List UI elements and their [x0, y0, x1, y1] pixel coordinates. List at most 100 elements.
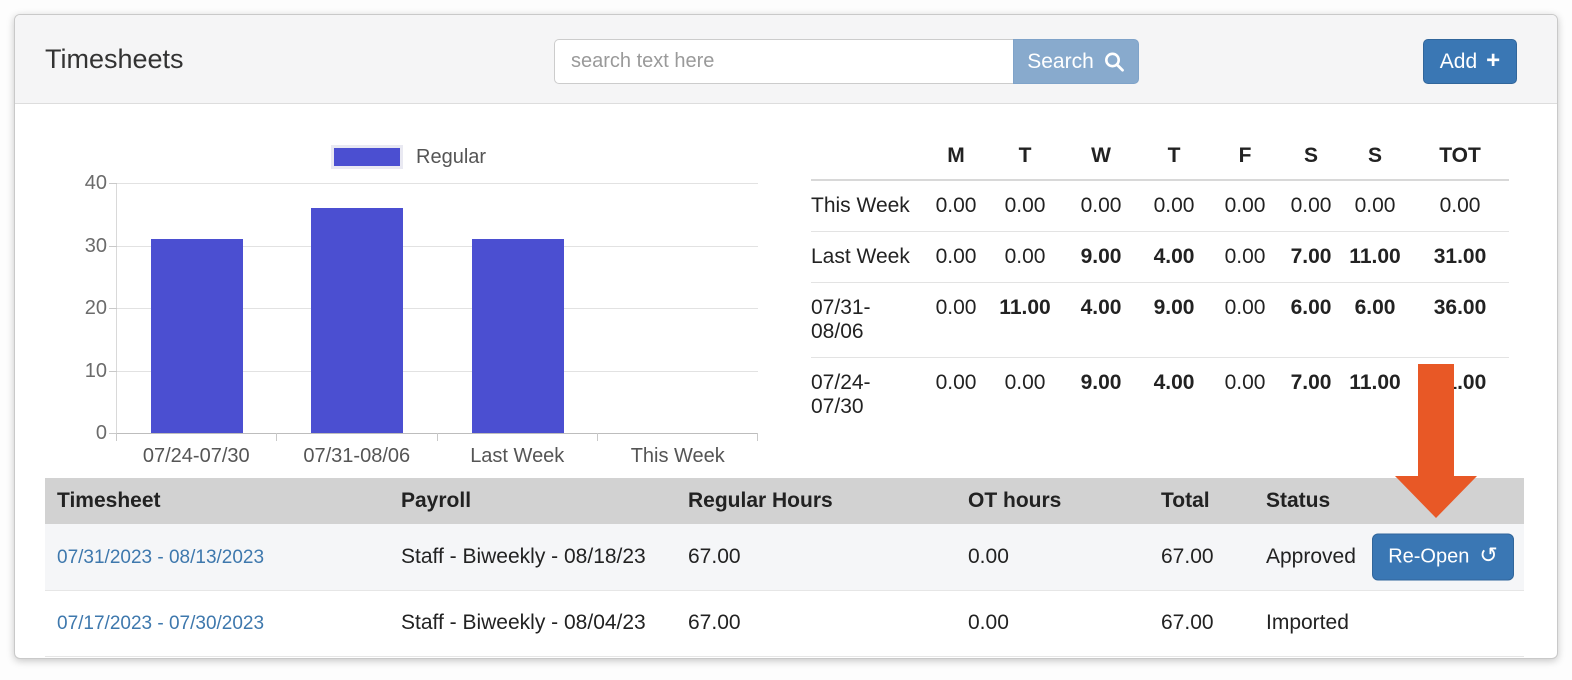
reopen-button-label: Re-Open [1388, 545, 1469, 568]
day-col-header-mon: M [923, 132, 989, 180]
week-value-cell: 0.00 [1207, 283, 1283, 358]
week-value-cell: 0.00 [989, 358, 1061, 433]
day-col-header-sun: S [1339, 132, 1411, 180]
day-col-header-wed: W [1061, 132, 1141, 180]
chart-plot-area [116, 183, 758, 433]
week-row-label: This Week [811, 180, 923, 232]
week-row-label: 07/31-08/06 [811, 283, 923, 358]
timesheet-row: 07/17/2023 - 07/30/2023 Staff - Biweekly… [45, 590, 1524, 656]
panel-header: Timesheets Search Add + [15, 15, 1557, 104]
timesheet-link[interactable]: 07/17/2023 - 07/30/2023 [57, 613, 264, 634]
day-col-header-thu: T [1141, 132, 1207, 180]
week-value-cell: 0.00 [989, 232, 1061, 283]
week-value-cell: 7.00 [1283, 358, 1339, 433]
y-tick-label: 20 [55, 296, 107, 320]
week-total-cell: 31.00 [1411, 232, 1509, 283]
x-tick [276, 433, 277, 441]
week-value-cell: 0.00 [923, 283, 989, 358]
week-row-label-header [811, 132, 923, 180]
week-value-cell: 4.00 [1061, 283, 1141, 358]
x-axis-labels: 07/24-07/30 07/31-08/06 Last Week This W… [116, 445, 758, 468]
week-value-cell: 11.00 [1339, 358, 1411, 433]
x-tick [116, 433, 117, 441]
col-header-regular-hours: Regular Hours [676, 478, 956, 524]
bar-slot [598, 183, 758, 433]
page-title: Timesheets [45, 15, 184, 104]
week-value-cell: 6.00 [1283, 283, 1339, 358]
week-summary-header-row: M T W T F S S TOT [811, 132, 1509, 180]
search-input[interactable] [554, 39, 1013, 84]
chart-legend: Regular [331, 145, 486, 169]
undo-icon: ↺ [1479, 546, 1497, 568]
x-tick [757, 433, 758, 441]
payroll-cell: Staff - Biweekly - 08/04/23 [389, 590, 676, 656]
y-tick-label: 0 [55, 421, 107, 445]
week-value-cell: 9.00 [1141, 283, 1207, 358]
bar-slot [117, 183, 277, 433]
plus-icon: + [1486, 49, 1500, 73]
week-value-cell: 0.00 [1207, 358, 1283, 433]
timesheet-cell: 07/31/2023 - 08/13/2023 [45, 524, 389, 590]
week-value-cell: 0.00 [1207, 180, 1283, 232]
week-summary-table: M T W T F S S TOT This Week 0.00 0.00 0.… [811, 132, 1509, 432]
y-tick-label: 40 [55, 171, 107, 195]
week-summary-row-this-week: This Week 0.00 0.00 0.00 0.00 0.00 0.00 … [811, 180, 1509, 232]
status-cell: Imported [1254, 590, 1361, 656]
week-value-cell: 9.00 [1061, 232, 1141, 283]
bar-07-31 [311, 208, 403, 433]
col-header-timesheet: Timesheet [45, 478, 389, 524]
bar-slot [277, 183, 437, 433]
col-header-ot-hours: OT hours [956, 478, 1149, 524]
week-summary-row-0731-0806: 07/31-08/06 0.00 11.00 4.00 9.00 0.00 6.… [811, 283, 1509, 358]
week-summary-row-0724-0730: 07/24-07/30 0.00 0.00 9.00 4.00 0.00 7.0… [811, 358, 1509, 433]
ot-hours-cell: 0.00 [956, 524, 1149, 590]
day-col-header-fri: F [1207, 132, 1283, 180]
week-value-cell: 0.00 [1339, 180, 1411, 232]
week-value-cell: 9.00 [1061, 358, 1141, 433]
week-value-cell: 0.00 [989, 180, 1061, 232]
add-button[interactable]: Add + [1423, 39, 1517, 84]
actions-cell: Re-Open ↺ [1361, 524, 1524, 590]
week-value-cell: 0.00 [1283, 180, 1339, 232]
search-button-label: Search [1027, 50, 1094, 74]
week-value-cell: 0.00 [923, 358, 989, 433]
col-header-payroll: Payroll [389, 478, 676, 524]
search-group: Search [554, 39, 1139, 84]
bar-07-24 [151, 239, 243, 433]
x-tick [437, 433, 438, 441]
col-header-total: Total [1149, 478, 1254, 524]
bar-series-regular [117, 183, 758, 433]
week-value-cell: 11.00 [1339, 232, 1411, 283]
legend-swatch-regular [331, 145, 403, 169]
week-value-cell: 4.00 [1141, 358, 1207, 433]
week-row-label: Last Week [811, 232, 923, 283]
timesheets-panel: Timesheets Search Add + Regular 40 [14, 14, 1558, 659]
timesheet-link[interactable]: 07/31/2023 - 08/13/2023 [57, 547, 264, 568]
week-summary-row-last-week: Last Week 0.00 0.00 9.00 4.00 0.00 7.00 … [811, 232, 1509, 283]
actions-cell [1361, 590, 1524, 656]
week-total-cell: 0.00 [1411, 180, 1509, 232]
ot-hours-cell: 0.00 [956, 590, 1149, 656]
x-tick-label: This Week [598, 445, 759, 468]
col-header-status: Status [1254, 478, 1361, 524]
regular-hours-cell: 67.00 [676, 590, 956, 656]
bar-last-week [472, 239, 564, 433]
total-cell: 67.00 [1149, 590, 1254, 656]
x-tick-label: Last Week [437, 445, 598, 468]
x-axis-ticks [116, 433, 758, 441]
reopen-button[interactable]: Re-Open ↺ [1372, 533, 1514, 580]
day-col-header-sat: S [1283, 132, 1339, 180]
payroll-cell: Staff - Biweekly - 08/18/23 [389, 524, 676, 590]
week-value-cell: 7.00 [1283, 232, 1339, 283]
x-tick-label: 07/24-07/30 [116, 445, 277, 468]
add-button-label: Add [1440, 50, 1477, 74]
day-col-header-tue: T [989, 132, 1061, 180]
week-value-cell: 0.00 [923, 180, 989, 232]
annotation-arrow-shaft [1418, 364, 1454, 477]
week-row-label: 07/24-07/30 [811, 358, 923, 433]
week-value-cell: 0.00 [923, 232, 989, 283]
x-tick-label: 07/31-08/06 [277, 445, 438, 468]
bar-slot [438, 183, 598, 433]
week-value-cell: 4.00 [1141, 232, 1207, 283]
search-button[interactable]: Search [1013, 39, 1139, 84]
